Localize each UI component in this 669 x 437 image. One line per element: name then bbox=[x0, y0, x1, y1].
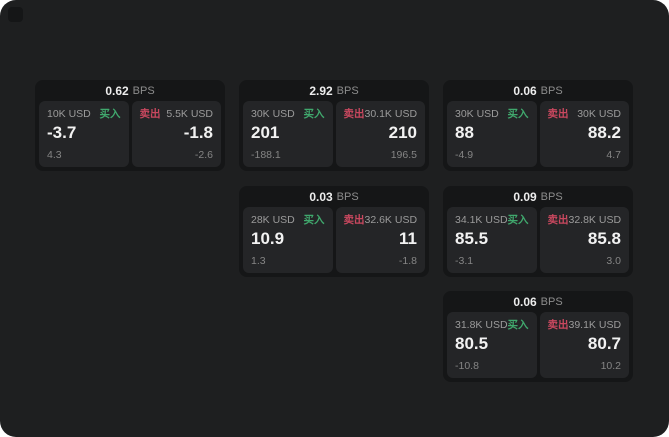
sell-label: 卖出 bbox=[139, 108, 161, 120]
sell-label: 卖出 bbox=[343, 108, 365, 120]
sell-delta: -2.6 bbox=[194, 149, 213, 161]
buy-size: 10K USD bbox=[47, 108, 91, 120]
bps-header: 0.06 BPS bbox=[447, 80, 629, 101]
bps-header: 0.62 BPS bbox=[39, 80, 221, 101]
sell-price: -1.8 bbox=[183, 123, 213, 142]
bps-unit-label: BPS bbox=[540, 295, 563, 308]
bps-header: 0.09 BPS bbox=[447, 186, 629, 207]
buy-delta: 1.3 bbox=[251, 255, 266, 267]
bps-header: 0.03 BPS bbox=[243, 186, 425, 207]
sell-delta: 3.0 bbox=[606, 255, 621, 267]
buy-delta: 4.3 bbox=[47, 149, 62, 161]
bps-header: 2.92 BPS bbox=[243, 80, 425, 101]
sell-delta: 196.5 bbox=[390, 149, 417, 161]
sell-delta: 10.2 bbox=[600, 360, 621, 372]
quote-card: 0.06 BPS 30K USD 买入 88 -4.9 卖出 30K USD 8… bbox=[443, 80, 633, 171]
buy-size: 30K USD bbox=[251, 108, 295, 120]
buy-label: 买入 bbox=[507, 319, 529, 331]
bps-value: 0.62 bbox=[105, 83, 129, 98]
sell-size: 30.1K USD bbox=[364, 108, 418, 120]
bps-unit-label: BPS bbox=[132, 84, 155, 97]
buy-delta: -10.8 bbox=[455, 360, 479, 372]
sell-size: 32.8K USD bbox=[568, 214, 622, 226]
buy-price: 201 bbox=[251, 123, 280, 142]
sell-panel[interactable]: 卖出 39.1K USD 80.7 10.2 bbox=[539, 312, 629, 378]
bps-value: 0.06 bbox=[513, 83, 537, 98]
bps-value: 0.03 bbox=[309, 189, 333, 204]
buy-label: 买入 bbox=[507, 108, 529, 120]
buy-label: 买入 bbox=[99, 108, 121, 120]
sell-panel[interactable]: 卖出 32.8K USD 85.8 3.0 bbox=[539, 207, 629, 273]
buy-panel[interactable]: 10K USD 买入 -3.7 4.3 bbox=[39, 101, 129, 167]
bps-unit-label: BPS bbox=[336, 190, 359, 203]
buy-size: 34.1K USD bbox=[455, 214, 508, 226]
sell-price: 11 bbox=[399, 229, 417, 248]
sell-price: 88.2 bbox=[587, 123, 621, 142]
sell-size: 30K USD bbox=[577, 108, 621, 120]
sell-panel[interactable]: 卖出 5.5K USD -1.8 -2.6 bbox=[131, 101, 221, 167]
buy-delta: -188.1 bbox=[251, 149, 281, 161]
sell-panel[interactable]: 卖出 32.6K USD 11 -1.8 bbox=[335, 207, 425, 273]
quote-card: 0.09 BPS 34.1K USD 买入 85.5 -3.1 卖出 32.8K… bbox=[443, 186, 633, 277]
buy-price: 85.5 bbox=[455, 229, 489, 248]
buy-delta: -4.9 bbox=[455, 149, 474, 161]
buy-price: 10.9 bbox=[251, 229, 285, 248]
buy-label: 买入 bbox=[303, 108, 325, 120]
sell-size: 39.1K USD bbox=[568, 319, 622, 331]
buy-label: 买入 bbox=[507, 214, 529, 226]
sell-size: 5.5K USD bbox=[166, 108, 213, 120]
sell-label: 卖出 bbox=[343, 214, 365, 226]
quote-card: 2.92 BPS 30K USD 买入 201 -188.1 卖出 30.1K … bbox=[239, 80, 429, 171]
buy-price: 88 bbox=[455, 123, 474, 142]
quote-card: 0.06 BPS 31.8K USD 买入 80.5 -10.8 卖出 39.1… bbox=[443, 291, 633, 382]
sell-price: 210 bbox=[388, 123, 417, 142]
buy-price: 80.5 bbox=[455, 334, 489, 353]
corner-glyph bbox=[8, 7, 23, 22]
buy-size: 31.8K USD bbox=[455, 319, 508, 331]
sell-size: 32.6K USD bbox=[364, 214, 418, 226]
buy-panel[interactable]: 30K USD 买入 201 -188.1 bbox=[243, 101, 333, 167]
sell-label: 卖出 bbox=[547, 108, 569, 120]
bps-value: 0.06 bbox=[513, 294, 537, 309]
sell-label: 卖出 bbox=[547, 319, 569, 331]
bps-header: 0.06 BPS bbox=[447, 291, 629, 312]
buy-panel[interactable]: 28K USD 买入 10.9 1.3 bbox=[243, 207, 333, 273]
sell-panel[interactable]: 卖出 30.1K USD 210 196.5 bbox=[335, 101, 425, 167]
buy-size: 28K USD bbox=[251, 214, 295, 226]
buy-size: 30K USD bbox=[455, 108, 499, 120]
buy-delta: -3.1 bbox=[455, 255, 474, 267]
sell-delta: 4.7 bbox=[606, 149, 621, 161]
buy-panel[interactable]: 31.8K USD 买入 80.5 -10.8 bbox=[447, 312, 537, 378]
buy-panel[interactable]: 30K USD 买入 88 -4.9 bbox=[447, 101, 537, 167]
buy-panel[interactable]: 34.1K USD 买入 85.5 -3.1 bbox=[447, 207, 537, 273]
sell-delta: -1.8 bbox=[398, 255, 417, 267]
sell-panel[interactable]: 卖出 30K USD 88.2 4.7 bbox=[539, 101, 629, 167]
quote-card: 0.62 BPS 10K USD 买入 -3.7 4.3 卖出 5.5K USD… bbox=[35, 80, 225, 171]
quote-card: 0.03 BPS 28K USD 买入 10.9 1.3 卖出 32.6K US… bbox=[239, 186, 429, 277]
bps-value: 0.09 bbox=[513, 189, 537, 204]
bps-unit-label: BPS bbox=[336, 84, 359, 97]
bps-unit-label: BPS bbox=[540, 190, 563, 203]
sell-price: 80.7 bbox=[587, 334, 621, 353]
bps-unit-label: BPS bbox=[540, 84, 563, 97]
sell-label: 卖出 bbox=[547, 214, 569, 226]
sell-price: 85.8 bbox=[587, 229, 621, 248]
buy-label: 买入 bbox=[303, 214, 325, 226]
buy-price: -3.7 bbox=[47, 123, 77, 142]
bps-value: 2.92 bbox=[309, 83, 333, 98]
